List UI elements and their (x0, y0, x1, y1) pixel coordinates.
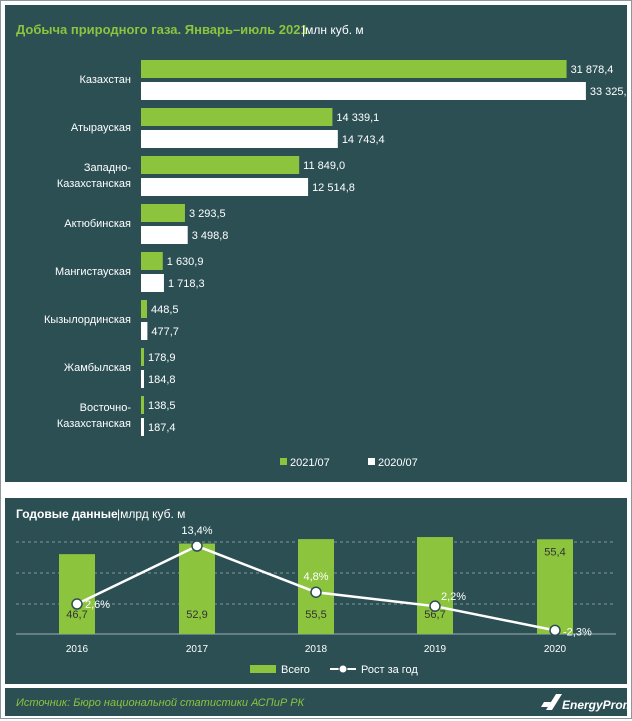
category-label: Кызылординская (44, 314, 131, 326)
legend-swatch-bars (250, 665, 276, 673)
year-tick-label: 2018 (305, 644, 328, 655)
growth-point (191, 540, 203, 552)
bar-2020 (141, 226, 188, 244)
annual-title: Годовые данные (16, 507, 118, 521)
bar-value-label: 477,7 (151, 326, 179, 338)
category-label: Казахстанская (57, 418, 131, 430)
bar-value-label: 1 630,9 (167, 256, 204, 268)
bar-value-label: 178,9 (148, 352, 176, 364)
regional-production-panel: Добыча природного газа. Январь–июль 2021… (5, 5, 632, 482)
annual-bar-label: 55,4 (544, 546, 565, 558)
bar-2021 (141, 348, 144, 366)
bar-2021 (141, 396, 144, 414)
growth-point (310, 586, 322, 598)
chart-legend: 2021/07 2020/07 (280, 457, 418, 469)
x-axis-ticks: 2016 2017 2018 2019 2020 (66, 644, 567, 655)
legend-swatch (368, 458, 375, 465)
growth-label: 2,2% (441, 591, 466, 603)
bar-value-label: 14 339,1 (336, 112, 379, 124)
bar-value-label: 12 514,8 (312, 182, 355, 194)
brand-logo: EnergyProm (562, 698, 627, 712)
annual-bar-label: 52,9 (186, 609, 207, 621)
growth-label: 2,6% (85, 599, 110, 611)
bar-value-label: 3 293,5 (189, 208, 226, 220)
source-note: Источник: Бюро национальной статистики А… (16, 697, 305, 709)
bar-2020 (141, 418, 144, 436)
annual-data-panel: Годовые данные |млрд куб. м 46,7 52,9 55,5… (5, 498, 627, 684)
category-label: Атырауская (71, 122, 131, 134)
bar-value-label: 31 878,4 (571, 64, 614, 76)
bar-2021 (141, 156, 300, 174)
year-tick-label: 2020 (544, 644, 567, 655)
annual-legend: Всего Рост за год (250, 664, 418, 676)
category-label: Актюбинская (64, 218, 131, 230)
bar-value-label: 14 743,4 (342, 134, 385, 146)
bar-2020 (141, 130, 338, 148)
bar-value-label: 187,4 (148, 422, 176, 434)
bar-2021 (141, 204, 185, 222)
bar-value-label: 184,8 (148, 374, 176, 386)
legend-marker (338, 664, 348, 674)
category-label: Восточно- (80, 402, 132, 414)
bar-value-label: 11 849,0 (303, 160, 345, 172)
annual-bar (179, 543, 215, 634)
growth-label: 13,4% (181, 525, 212, 537)
legend-label-bars: Всего (281, 664, 310, 676)
annual-bar-label: 56,7 (424, 609, 445, 621)
energyprom-logo-icon (541, 694, 562, 710)
year-tick-label: 2017 (186, 644, 209, 655)
bar-2021 (141, 60, 567, 78)
annual-bar-label: 55,5 (305, 609, 326, 621)
annual-bar (537, 539, 573, 634)
year-tick-label: 2019 (424, 644, 447, 655)
bar-value-label: 1 718,3 (168, 278, 205, 290)
footer-svg: Источник: Бюро национальной статистики А… (16, 694, 632, 712)
growth-label: -2,3% (563, 626, 592, 638)
annual-bar (59, 554, 95, 634)
bar-area: 31 878,4 33 325,2 Казахстан 14 339,1 14 743,… (44, 60, 632, 436)
category-label: Мангистауская (55, 266, 131, 278)
bar-value-label: 33 325,2 (590, 86, 627, 98)
growth-line: 2,6% 13,4% 4,8% 2,2% -2,3% (71, 525, 592, 638)
bar-2020 (141, 370, 144, 388)
legend-label: 2020/07 (378, 457, 418, 469)
bar-2020 (141, 274, 164, 292)
bar-value-label: 448,5 (151, 304, 179, 316)
growth-point (71, 598, 83, 610)
legend-swatch (280, 458, 287, 465)
annual-combo-chart: Годовые данные |млрд куб. м 46,7 52,9 55,5… (16, 507, 616, 676)
bar-2020 (141, 178, 309, 196)
growth-point (429, 600, 441, 612)
legend-label-line: Рост за год (361, 664, 418, 676)
growth-point (549, 624, 561, 637)
category-label: Казахстан (79, 74, 131, 86)
annual-bar-label: 46,7 (66, 609, 87, 621)
year-tick-label: 2016 (66, 644, 89, 655)
chart-unit: |млн куб. м (302, 23, 364, 37)
bar-2020 (141, 82, 586, 100)
bar-2021 (141, 300, 147, 318)
chart-title: Добыча природного газа. Январь–июль 2021 (16, 22, 308, 37)
category-label: Западно- (84, 162, 131, 174)
growth-label: 4,8% (303, 571, 328, 583)
regional-bar-chart: Добыча природного газа. Январь–июль 2021… (16, 22, 632, 469)
annual-bar (417, 537, 453, 634)
footer-bar: Источник: Бюро национальной статистики А… (5, 688, 632, 716)
category-label: Жамбылская (64, 362, 131, 374)
bar-2021 (141, 108, 333, 126)
bar-value-label: 138,5 (148, 400, 176, 412)
bar-2021 (141, 252, 163, 270)
annual-unit: |млрд куб. м (117, 507, 185, 521)
category-label: Казахстанская (57, 178, 131, 190)
legend-label: 2021/07 (290, 457, 330, 469)
bar-2020 (141, 322, 148, 340)
bar-value-label: 3 498,8 (192, 230, 229, 242)
